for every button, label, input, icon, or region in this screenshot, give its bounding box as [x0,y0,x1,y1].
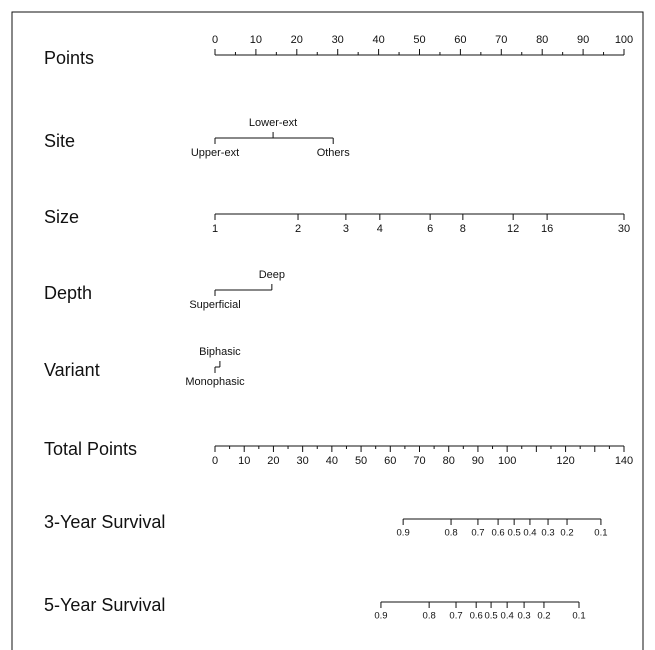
tick-label: Lower-ext [249,117,297,129]
tick-label: 16 [541,223,553,235]
row-label: Points [44,48,94,68]
tick-label: 60 [384,455,396,467]
tick-label: Superficial [189,299,240,311]
tick-label: 20 [291,34,303,46]
tick-label: 0.6 [491,528,504,539]
tick-label: 6 [427,223,433,235]
tick-label: 0.2 [560,528,573,539]
tick-label: 50 [413,34,425,46]
tick-label: 100 [615,34,633,46]
tick-label: 40 [326,455,338,467]
tick-label: 100 [498,455,516,467]
tick-label: 10 [238,455,250,467]
tick-label: 20 [267,455,279,467]
tick-label: 140 [615,455,633,467]
tick-label: 90 [472,455,484,467]
tick-label: 30 [618,223,630,235]
tick-label: 0.3 [541,528,554,539]
tick-label: 70 [495,34,507,46]
tick-label: 30 [297,455,309,467]
tick-label: 90 [577,34,589,46]
tick-label: 60 [454,34,466,46]
tick-label: 0.7 [471,528,484,539]
tick-label: 80 [443,455,455,467]
tick-label: Others [317,147,351,159]
tick-label: 40 [372,34,384,46]
tick-label: 0.9 [397,528,410,539]
tick-label: 120 [556,455,574,467]
tick-label: 0.1 [594,528,607,539]
row-label: Size [44,207,79,227]
tick-label: 0.5 [508,528,521,539]
tick-label: Monophasic [185,376,245,388]
tick-label: 0.1 [572,611,585,622]
tick-label: 0.4 [523,528,536,539]
tick-label: 0 [212,34,218,46]
tick-label: Biphasic [199,346,241,358]
tick-label: 0.2 [537,611,550,622]
row-label: 5-Year Survival [44,595,165,615]
tick-label: 80 [536,34,548,46]
tick-label: 10 [250,34,262,46]
frame [11,11,644,650]
tick-label: 1 [212,223,218,235]
tick-label: 50 [355,455,367,467]
tick-label: 0.8 [444,528,457,539]
row-label: Depth [44,283,92,303]
tick-label: 0.6 [470,611,483,622]
row-label: Total Points [44,439,137,459]
tick-label: 0.5 [484,611,497,622]
tick-label: Upper-ext [191,147,239,159]
tick-label: Deep [259,269,285,281]
tick-label: 0.8 [423,611,436,622]
tick-label: 8 [460,223,466,235]
tick-label: 12 [507,223,519,235]
tick-label: 0.3 [517,611,530,622]
tick-label: 0.9 [374,611,387,622]
tick-label: 0.4 [501,611,514,622]
tick-label: 30 [332,34,344,46]
row-label: 3-Year Survival [44,512,165,532]
row-label: Site [44,131,75,151]
tick-label: 0 [212,455,218,467]
tick-label: 0.7 [449,611,462,622]
row-label: Variant [44,360,100,380]
tick-label: 70 [413,455,425,467]
tick-label: 4 [377,223,383,235]
tick-label: 2 [295,223,301,235]
tick-label: 3 [343,223,349,235]
